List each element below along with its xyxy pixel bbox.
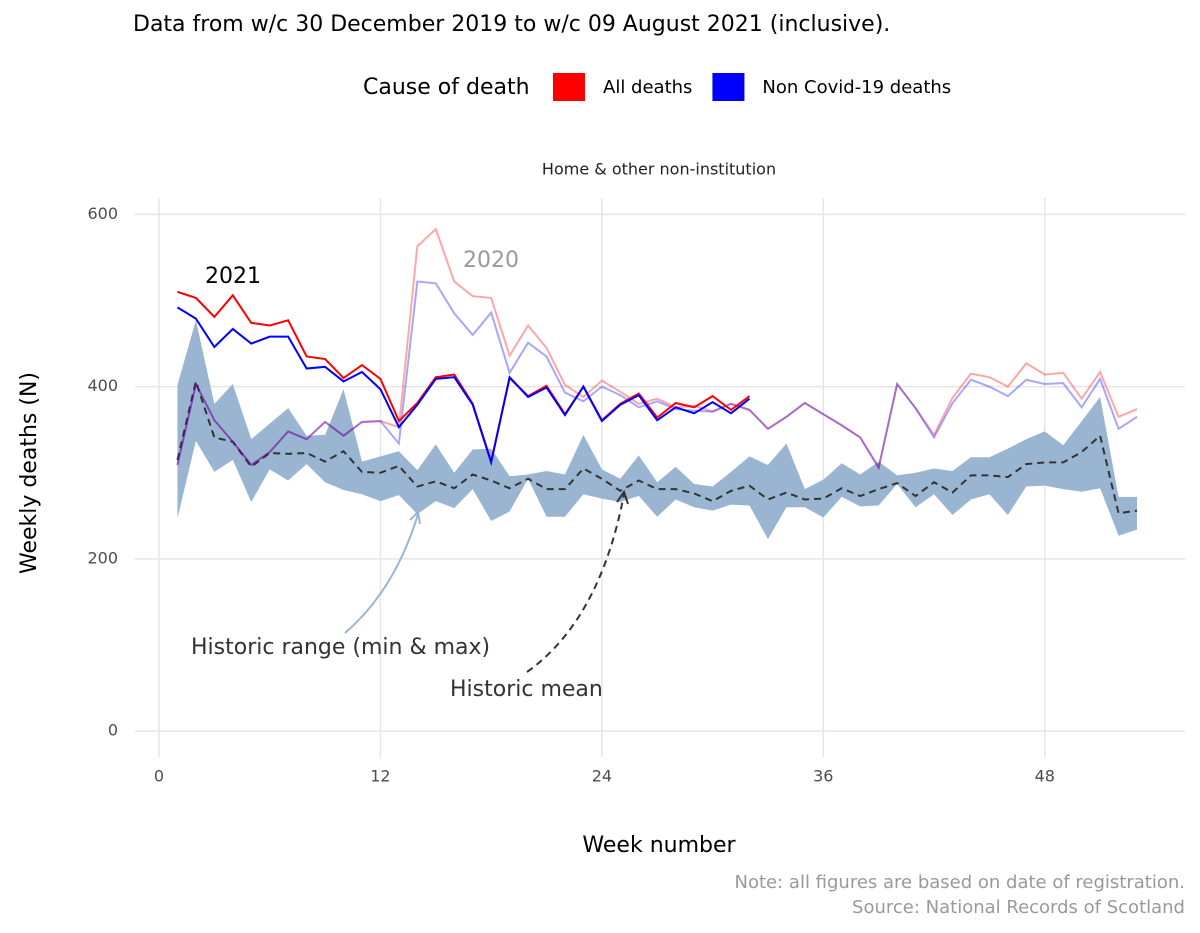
- x-axis-label: Week number: [582, 833, 736, 858]
- x-tick-label: 36: [813, 767, 833, 786]
- range-arrow: [344, 513, 419, 634]
- x-tick-label: 24: [592, 767, 612, 786]
- plot-area: [176, 227, 1138, 540]
- legend-title: Cause of death: [363, 75, 530, 100]
- legend-swatch: [553, 73, 585, 101]
- x-tick-label: 48: [1035, 767, 1055, 786]
- x-tick-label: 12: [370, 767, 390, 786]
- range-arrowhead: [409, 509, 421, 525]
- y-tick-label: 200: [87, 548, 118, 567]
- year-2021-label: 2021: [205, 264, 261, 289]
- y-axis-label: Weekly deaths (N): [17, 372, 42, 574]
- series-line: [176, 227, 1138, 471]
- range-annotation: Historic range (min & max): [191, 635, 490, 660]
- series-line: [176, 280, 1138, 471]
- y-tick-label: 600: [87, 204, 118, 223]
- mean-arrow: [526, 493, 625, 673]
- y-tick-label: 400: [87, 376, 118, 395]
- mean-annotation: Historic mean: [450, 677, 603, 702]
- legend-label: All deaths: [603, 77, 692, 98]
- legend-label: Non Covid-19 deaths: [762, 77, 951, 98]
- legend: All deaths Non Covid-19 deaths: [553, 73, 951, 101]
- facet-label: Home & other non-institution: [542, 160, 776, 179]
- chart-title: Data from w/c 30 December 2019 to w/c 09…: [133, 12, 890, 37]
- series-line: [176, 306, 751, 467]
- legend-swatch: [712, 73, 745, 101]
- y-tick-label: 0: [108, 721, 118, 740]
- x-tick-label: 0: [154, 767, 164, 786]
- note: Note: all figures are based on date of r…: [735, 872, 1185, 893]
- year-2020-label: 2020: [463, 248, 519, 273]
- mean-arrowhead: [616, 489, 629, 505]
- historic-range: [177, 320, 1138, 540]
- source: Source: National Records of Scotland: [852, 897, 1185, 918]
